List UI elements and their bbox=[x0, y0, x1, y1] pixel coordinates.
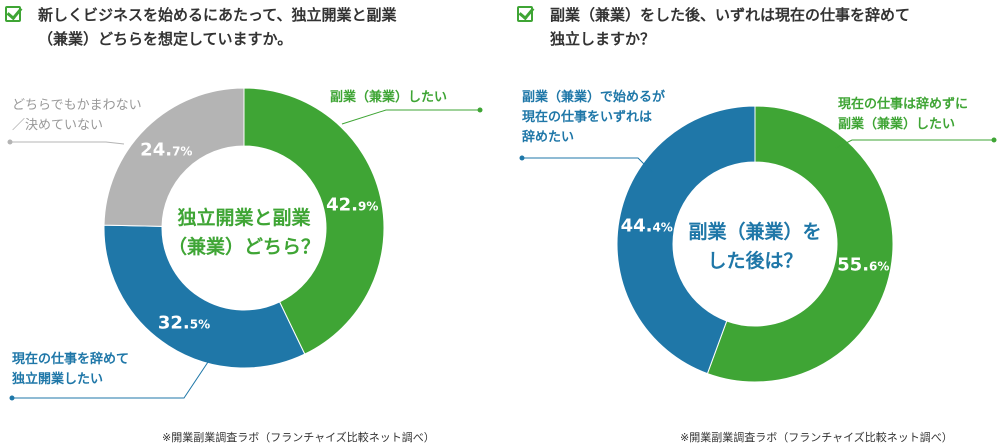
keep-job-slice bbox=[706, 105, 894, 383]
label-either-line2: ／決めていない bbox=[12, 118, 104, 133]
independent-value-label: 32.5% bbox=[158, 312, 210, 333]
left-center-line2: （兼業）どちら？ bbox=[168, 235, 320, 258]
left-source-note: ※開業副業調査ラボ（フランチャイズ比較ネット調べ） bbox=[162, 431, 435, 444]
left-donut-chart: 42.9% 32.5% 24.7% 独立開業と副業 （兼業）どちら？ bbox=[7, 87, 483, 401]
either-value-label: 24.7% bbox=[140, 140, 192, 161]
label-keep-job-line2: 副業（兼業）したい bbox=[838, 117, 956, 132]
right-center-line1: 副業（兼業）を bbox=[688, 220, 821, 243]
leader-quit-later bbox=[522, 157, 653, 173]
leader-either-dot bbox=[7, 139, 13, 145]
leader-side-business-dot bbox=[477, 107, 483, 113]
quit-later-slice bbox=[616, 105, 756, 375]
independent-slice bbox=[103, 224, 306, 369]
label-independent-line2: 独立開業したい bbox=[12, 372, 104, 387]
label-side-business: 副業（兼業）したい bbox=[330, 90, 448, 105]
label-either-line1: どちらでもかまわない bbox=[12, 98, 142, 113]
right-chart-panel: 副業（兼業）をした後、いずれは現在の仕事を辞めて 独立しますか？ 55.6% 44… bbox=[500, 0, 1000, 444]
leader-side-business bbox=[341, 109, 480, 125]
leader-keep-job bbox=[835, 139, 994, 149]
side-business-slice bbox=[243, 87, 385, 355]
left-question: 新しくビジネスを始めるにあたって、独立開業と副業 （兼業）どちらを想定しています… bbox=[38, 6, 397, 48]
leader-keep-job-dot bbox=[991, 137, 997, 143]
either-slice bbox=[103, 87, 245, 227]
left-chart-panel: 新しくビジネスを始めるにあたって、独立開業と副業 （兼業）どちらを想定しています… bbox=[0, 0, 500, 444]
right-donut-chart: 55.6% 44.4% 副業（兼業）を した後は？ bbox=[519, 105, 997, 383]
right-question: 副業（兼業）をした後、いずれは現在の仕事を辞めて 独立しますか？ bbox=[550, 6, 911, 48]
keep-job-value-label: 55.6% bbox=[837, 254, 889, 275]
right-center-line2: した後は？ bbox=[707, 249, 802, 272]
leader-independent-dot bbox=[9, 395, 15, 401]
leader-independent bbox=[12, 361, 209, 399]
left-center-line1: 独立開業と副業 bbox=[177, 206, 311, 229]
quit-later-value-label: 44.4% bbox=[621, 216, 673, 237]
label-keep-job-line1: 現在の仕事は辞めずに bbox=[838, 97, 969, 112]
label-quit-later-line3: 辞めたい bbox=[522, 130, 575, 145]
side-business-value-label: 42.9% bbox=[326, 194, 378, 215]
label-quit-later-line2: 現在の仕事をいずれは bbox=[522, 110, 653, 125]
label-quit-later-line1: 副業（兼業）で始めるが bbox=[522, 90, 666, 105]
label-independent-line1: 現在の仕事を辞めて bbox=[12, 352, 130, 367]
leader-quit-later-dot bbox=[519, 155, 525, 161]
leader-either bbox=[10, 141, 125, 145]
checkbox-icon bbox=[517, 6, 533, 22]
checkbox-icon bbox=[5, 6, 21, 22]
right-source-note: ※開業副業調査ラボ（フランチャイズ比較ネット調べ） bbox=[680, 431, 953, 444]
